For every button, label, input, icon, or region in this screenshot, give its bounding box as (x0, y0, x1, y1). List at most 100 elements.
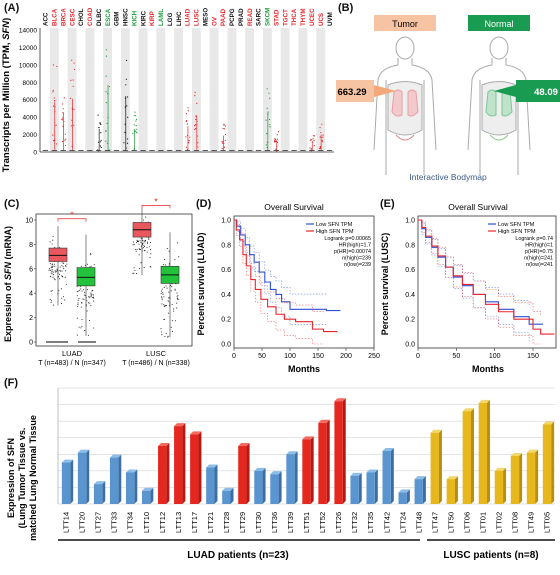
panel-c-dot (142, 247, 145, 249)
panel-c-dot (160, 292, 162, 295)
panel-c-dot (178, 256, 180, 258)
panel-c-dot (56, 268, 58, 270)
panel-a-dot (221, 147, 223, 150)
panel-d-km: Overall Survival Percent survival (LUAD)… (196, 202, 380, 374)
panel-c-dot (76, 317, 78, 319)
panel-a-dot (269, 126, 271, 128)
panel-f-bar-side (454, 476, 458, 504)
panel-a-column-shade (156, 28, 166, 152)
panel-a-dot (266, 88, 268, 90)
panel-f-xtick: LTT12 (158, 512, 167, 533)
panel-c-dot (54, 246, 56, 248)
panel-c-dot (52, 276, 54, 278)
panel-c-dot (87, 334, 89, 337)
panel-c-dot (164, 335, 166, 338)
panel-c-dot (51, 264, 53, 266)
panel-a-cancer-label: HNSC (123, 8, 130, 26)
panel-a-dot (185, 136, 187, 138)
panel-a-dot (136, 128, 138, 130)
panel-a-dot (320, 131, 322, 134)
panel-a-dot (52, 105, 55, 107)
panel-f-bar-side (406, 489, 410, 504)
panel-a-yaxis: 0 2000 4000 6000 8000 10000 12000 14000 (19, 28, 37, 157)
panel-f-bar-top (77, 449, 90, 453)
panel-c-dot (48, 269, 50, 271)
panel-f-bar-top (334, 398, 346, 402)
panel-a-dot (71, 59, 73, 61)
panel-e-ylabel: Percent survival (LUSC) (380, 233, 390, 336)
panel-a-ytick: 8000 (23, 80, 38, 87)
panel-a-dot (197, 146, 199, 148)
panel-c-dot (140, 249, 142, 251)
panel-c-dot (65, 270, 67, 272)
panel-c-dot (148, 246, 150, 248)
panel-a-dot (55, 124, 57, 127)
panel-a-dot (322, 134, 324, 136)
panel-a-dot (72, 85, 74, 87)
panel-a-dot (52, 91, 54, 93)
panel-f-bar-top (190, 431, 202, 435)
panel-a-dot (268, 118, 271, 121)
km-ytick: 0.4 (221, 292, 231, 299)
panel-a-cancer-label: UCS (318, 13, 325, 26)
panel-c-dot (52, 239, 54, 241)
panel-c-dot (161, 290, 163, 292)
panel-c-dot (80, 288, 82, 290)
panel-f-xtick: LTT30 (254, 512, 263, 533)
panel-f-bar (77, 452, 87, 504)
panel-a-dot (310, 139, 312, 141)
panel-c-dot (173, 310, 175, 312)
panel-c-dot (50, 300, 52, 302)
tumor-value: 663.29 (337, 87, 366, 98)
panel-f-xtick: LTT51 (302, 512, 311, 533)
km-stat: Logrank p=0.00065 (324, 236, 371, 242)
panel-c-dot (58, 290, 60, 292)
panel-a-dot (194, 91, 196, 94)
panel-c-dot (134, 269, 136, 272)
panel-c-dot (163, 286, 165, 289)
panel-c-dot (137, 240, 139, 242)
panel-e-title: Overall Survival (448, 202, 508, 212)
panel-f-xtick: LTT27 (94, 512, 103, 533)
panel-c-dot (163, 296, 165, 298)
panel-c-dot (176, 302, 178, 304)
panel-c-dot (77, 302, 79, 304)
panel-f-bar (382, 450, 391, 504)
panel-a-dot (64, 133, 66, 135)
panel-c-dot (51, 269, 53, 271)
panel-c-dot (50, 267, 52, 269)
panel-f-bar-side (262, 467, 266, 504)
km-curve (234, 219, 341, 312)
panel-c-dot (80, 306, 82, 308)
panel-c-dot (49, 298, 51, 301)
panel-a-dot (197, 142, 199, 144)
panel-f-bar-side (390, 447, 394, 504)
km-curve (418, 219, 543, 325)
panel-f-bar (190, 434, 199, 504)
panel-a-dot (100, 132, 102, 134)
panel-a-dot (321, 123, 323, 125)
panel-a-cancer-label: TGCT (282, 9, 289, 26)
panel-c-dot (143, 219, 145, 221)
panel-c-dot (63, 268, 65, 270)
panel-a-cancer-label: ESCA (105, 8, 112, 26)
panel-c-dot (61, 297, 63, 299)
panel-a-cancer-label: LIHC (176, 11, 183, 26)
panel-f-bar-side (294, 451, 298, 504)
panel-a-cancer-label: KICH (131, 10, 138, 26)
panel-a-dot (100, 139, 102, 141)
km-ytick: 0.0 (221, 342, 231, 349)
panel-c-dot (176, 297, 178, 299)
km-legend-low: Low SFN TPM (316, 222, 353, 228)
panel-c-dot (164, 264, 166, 266)
panel-f-bar-top (109, 454, 122, 458)
panel-c-dot (93, 264, 95, 266)
panel-a-dot (265, 144, 267, 146)
panel-f-bar-side (438, 429, 442, 504)
panel-a-dot (223, 123, 225, 125)
panel-c-dot (90, 304, 92, 307)
panel-c-dot (139, 248, 141, 251)
panel-a-columns: ACC BLCA BRCA CESC CHOL COAD DLBC ESCA GBM HNSC KI… (43, 7, 334, 152)
panel-f-bar-top (318, 419, 330, 423)
panel-c-group2-name: LUSC (146, 349, 167, 358)
